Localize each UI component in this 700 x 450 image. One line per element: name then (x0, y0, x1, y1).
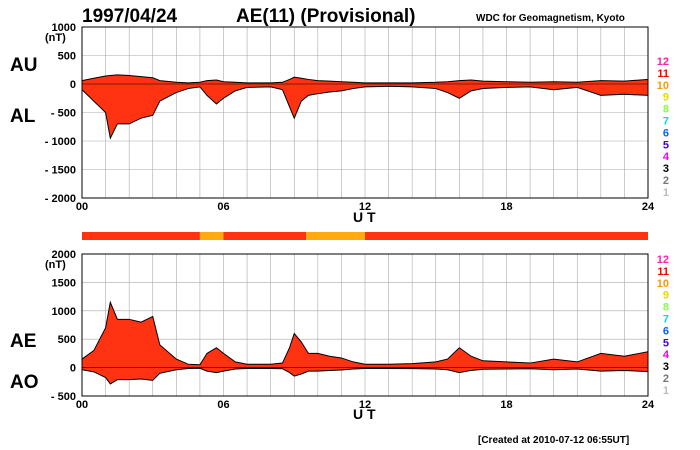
ae-ao-x-ticks: 00 06 12 18 24 (76, 399, 655, 411)
au-al-gridlines (82, 27, 648, 198)
au-al-x-tick-label: 06 (217, 201, 229, 213)
ao-series-label: AO (10, 372, 39, 393)
ae-ao-x-tick-label: 00 (76, 399, 88, 411)
level-legend-entry: 9 (663, 92, 669, 104)
au-al-y-tick-label: - 2000 (45, 193, 76, 205)
status-bar-segment (82, 232, 200, 240)
chart-title: AE(11) (Provisional) (236, 6, 416, 27)
ae-ao-y-unit: (nT) (45, 259, 66, 271)
ae-ao-gridlines (82, 254, 648, 396)
level-legend-entry: 8 (663, 104, 669, 116)
au-al-y-tick-label: - 1500 (45, 165, 76, 177)
au-al-y-tick-label: 1000 (52, 22, 76, 34)
level-legend-entry: 7 (663, 314, 669, 326)
ae-ao-y-tick-label: 0 (70, 363, 76, 375)
level-legend-entry: 12 (657, 56, 669, 68)
level-legend-entry: 5 (663, 337, 669, 349)
level-legend-entry: 1 (663, 385, 669, 397)
level-legend-entry: 9 (663, 290, 669, 302)
au-al-frame (81, 26, 649, 199)
au-al-x-ticks: 00 06 12 18 24 (76, 201, 655, 213)
level-legend-entry: 8 (663, 302, 669, 314)
level-legend-entry: 6 (663, 325, 669, 337)
ae-ao-x-tick-label: 06 (217, 399, 229, 411)
status-bar-segment (365, 232, 648, 240)
level-legend-entry: 5 (663, 139, 669, 151)
au-series-label: AU (10, 55, 37, 76)
ae-ao-y-tick-label: 1000 (52, 306, 76, 318)
au-al-y-tick-label: 0 (70, 79, 76, 91)
level-legend-entry: 10 (657, 80, 669, 92)
level-legend-entry: 6 (663, 127, 669, 139)
ae-ao-x-tick-label: 24 (642, 399, 655, 411)
status-bar-segment (306, 232, 365, 240)
al-series-label: AL (10, 106, 36, 127)
level-legend-entry: 11 (657, 266, 669, 278)
activity-status-bar (82, 232, 648, 240)
level-legend-entry: 11 (657, 68, 669, 80)
level-legend-entry: 2 (663, 175, 669, 187)
chart-date: 1997/04/24 (82, 6, 178, 27)
au-al-y-tick-label: 500 (58, 51, 76, 63)
ae-ao-frame (81, 253, 649, 397)
au-al-y-ticks: 1000 500 0 - 500 - 1000 - 1500 - 2000 (45, 22, 76, 205)
ae-ao-y-ticks: 2000 1500 1000 500 0 - 500 (51, 249, 76, 403)
level-legend-entry: 4 (663, 349, 670, 361)
level-legend-entry: 2 (663, 373, 669, 385)
level-legend-entry: 12 (657, 254, 669, 266)
au-al-x-tick-label: 12 (359, 201, 371, 213)
ae-ao-x-tick-label: 18 (500, 399, 512, 411)
source-label: WDC for Geomagnetism, Kyoto (476, 13, 625, 24)
created-timestamp: [Created at 2010-07-12 06:55UT] (478, 435, 629, 446)
au-al-panel: 1000 500 0 - 500 - 1000 - 1500 - 2000 00 06 12 18… (10, 22, 655, 225)
level-legend-entry: 1 (663, 187, 669, 199)
ae-ao-x-axis-label: U T (353, 406, 376, 422)
level-legend-entry: 3 (663, 163, 669, 175)
au-al-y-tick-label: - 1000 (45, 136, 76, 148)
au-al-y-tick-label: - 500 (51, 108, 76, 120)
status-bar-segment (223, 232, 307, 240)
ae-ao-y-tick-label: 1500 (52, 277, 76, 289)
ae-ao-y-tick-label: 500 (58, 334, 76, 346)
ae-ao-y-tick-label: - 500 (51, 391, 76, 403)
level-legend-entry: 10 (657, 278, 669, 290)
level-legend-entry: 7 (663, 116, 669, 128)
au-al-x-tick-label: 18 (500, 201, 512, 213)
ae-ao-x-tick-label: 12 (359, 399, 371, 411)
au-al-x-tick-label: 00 (76, 201, 88, 213)
ae-ao-y-tick-label: 2000 (52, 249, 76, 261)
au-al-x-axis-label: U T (353, 209, 376, 225)
ae-ao-panel: 2000 1500 1000 500 0 - 500 00 06 12 18 24 (nT) AE… (10, 249, 655, 422)
level-legend-entry: 4 (663, 151, 670, 163)
ae-series-label: AE (10, 331, 36, 352)
au-al-x-tick-label: 24 (642, 201, 655, 213)
status-bar-segment (199, 232, 224, 240)
au-al-y-unit: (nT) (45, 32, 66, 44)
level-legend-entry: 3 (663, 361, 669, 373)
